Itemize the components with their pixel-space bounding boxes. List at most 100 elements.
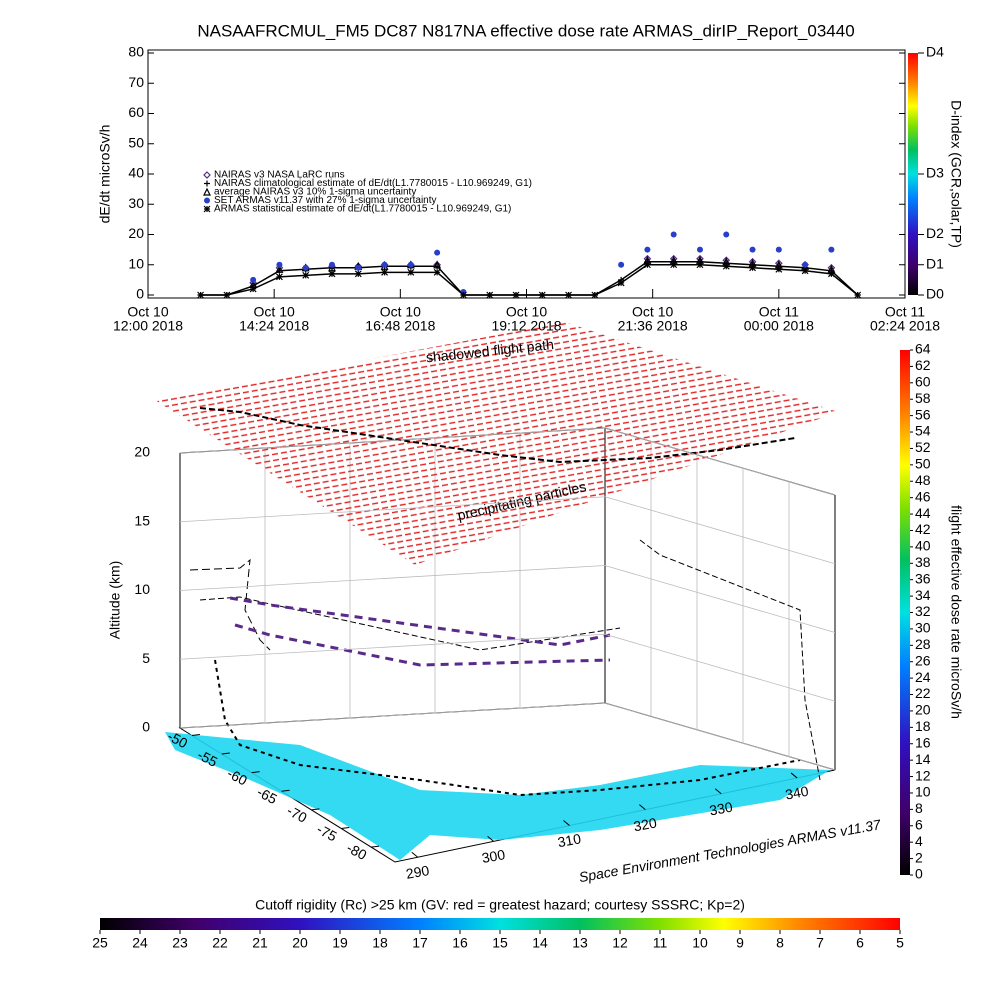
colorbar-tick-label: 23 (172, 935, 188, 951)
marker (723, 231, 730, 238)
panel-3d (100, 322, 910, 930)
z-tick-label: 15 (134, 512, 150, 528)
z-grid-line (179, 633, 836, 702)
flight-shadow (639, 539, 821, 781)
z-tick-label: 10 (134, 581, 150, 597)
marker (203, 171, 211, 179)
marker (433, 268, 441, 276)
x-tick-label: 00:00 2018 (744, 318, 814, 334)
colorbar-tick-label: 28 (915, 636, 931, 652)
flight-dose (234, 623, 611, 667)
colorbar-tick-label: 14 (532, 935, 548, 951)
marker (828, 246, 835, 253)
lon-tick (487, 835, 494, 842)
colorbar-tick-label: 42 (915, 521, 931, 537)
colorbar-tick-label: 12 (612, 935, 628, 951)
colorbar-tick-label: 9 (736, 935, 744, 951)
colorbar-tick-label: 14 (915, 751, 931, 767)
colorbar-tick-label: 26 (915, 652, 931, 668)
y-tick-label: 60 (128, 104, 144, 120)
marker (223, 291, 231, 299)
z-grid-line (179, 702, 836, 771)
x-tick-label: 19:12 2018 (491, 318, 561, 334)
marker (802, 261, 809, 268)
marker (538, 291, 546, 299)
particle-plane (155, 322, 838, 565)
marker (749, 264, 756, 272)
y-tick-label: 40 (128, 165, 144, 181)
colorbar-tick-label: 36 (915, 570, 931, 586)
marker (801, 267, 809, 275)
marker (203, 205, 211, 213)
flight-dose (229, 596, 611, 647)
colorbar-tick-label: 20 (915, 702, 931, 718)
marker (197, 291, 204, 299)
colorbar-tick-label: 22 (915, 685, 931, 701)
legend-label: average NAIRAS v3 10% 1-sigma uncertaint… (214, 187, 416, 198)
lat-tick (341, 827, 350, 829)
y-tick-label: 10 (128, 255, 144, 271)
marker (644, 246, 651, 253)
z-tick-label: 5 (142, 650, 150, 666)
colorbar-tick-label: 24 (132, 935, 148, 951)
marker (355, 264, 362, 271)
lat-tick (221, 752, 230, 755)
marker (775, 265, 783, 273)
marker (328, 263, 336, 272)
colorbar-tick-label: 58 (915, 390, 931, 406)
colorbar-tick-label: 20 (292, 935, 308, 951)
marker (827, 270, 835, 278)
d-index-colorbar (908, 53, 918, 295)
marker (434, 249, 441, 256)
y2-tick-label: D0 (926, 286, 944, 302)
colorbar-tick-label: 2 (915, 849, 923, 865)
z-grid-line (179, 565, 836, 633)
marker (302, 264, 309, 271)
marker (250, 276, 257, 283)
marker (204, 180, 210, 187)
legend-label: SET ARMAS v11.37 with 27% 1-sigma uncert… (214, 195, 437, 206)
colorbar-label: flight effective dose rate microSv/h (948, 505, 964, 719)
x-tick-label: Oct 10 (506, 304, 547, 320)
lat-tick (371, 845, 380, 848)
z-tick-label: 20 (134, 444, 150, 460)
lat-tick (251, 771, 260, 774)
marker (407, 261, 414, 268)
marker (617, 279, 625, 287)
lon-tick-label: 290 (405, 862, 431, 882)
marker (328, 270, 336, 278)
lon-tick-label: 340 (784, 783, 810, 803)
x-tick-label: Oct 11 (759, 304, 799, 320)
colorbar-tick-label: 15 (492, 935, 508, 951)
marker (459, 291, 467, 299)
lon-tick-label: 310 (556, 830, 582, 850)
colorbar-tick-label: 21 (252, 935, 268, 951)
legend-label: NAIRAS climatological estimate of dE/dt(… (214, 178, 532, 189)
marker (618, 261, 625, 268)
marker (565, 291, 572, 299)
colorbar-tick-label: 40 (915, 538, 931, 554)
colorbar-tick-label: 22 (212, 935, 228, 951)
colorbar-tick-label: 10 (915, 784, 931, 800)
z-axis-label: Altitude (km) (107, 561, 123, 640)
colorbar-tick-label: 16 (915, 734, 931, 750)
z-tick-label: 0 (142, 719, 150, 735)
colorbar-tick-label: 32 (915, 603, 931, 619)
marker (204, 197, 210, 204)
y-tick-label: 70 (128, 74, 144, 90)
colorbar-tick-label: 18 (372, 935, 388, 951)
x-tick-label: 12:00 2018 (113, 318, 183, 334)
y-tick-label: 0 (136, 286, 144, 302)
colorbar-tick-label: 7 (816, 935, 824, 951)
dose-colorbar (900, 350, 910, 875)
marker (749, 246, 756, 253)
colorbar-tick-label: 4 (915, 833, 923, 849)
marker (276, 261, 283, 268)
marker (328, 261, 335, 268)
marker (696, 246, 703, 253)
y2-tick-label: D2 (926, 225, 944, 241)
x-tick-label: Oct 10 (127, 304, 168, 320)
lat-tick (281, 789, 290, 792)
lat-tick (311, 808, 320, 811)
colorbar-tick-label: 48 (915, 472, 931, 488)
